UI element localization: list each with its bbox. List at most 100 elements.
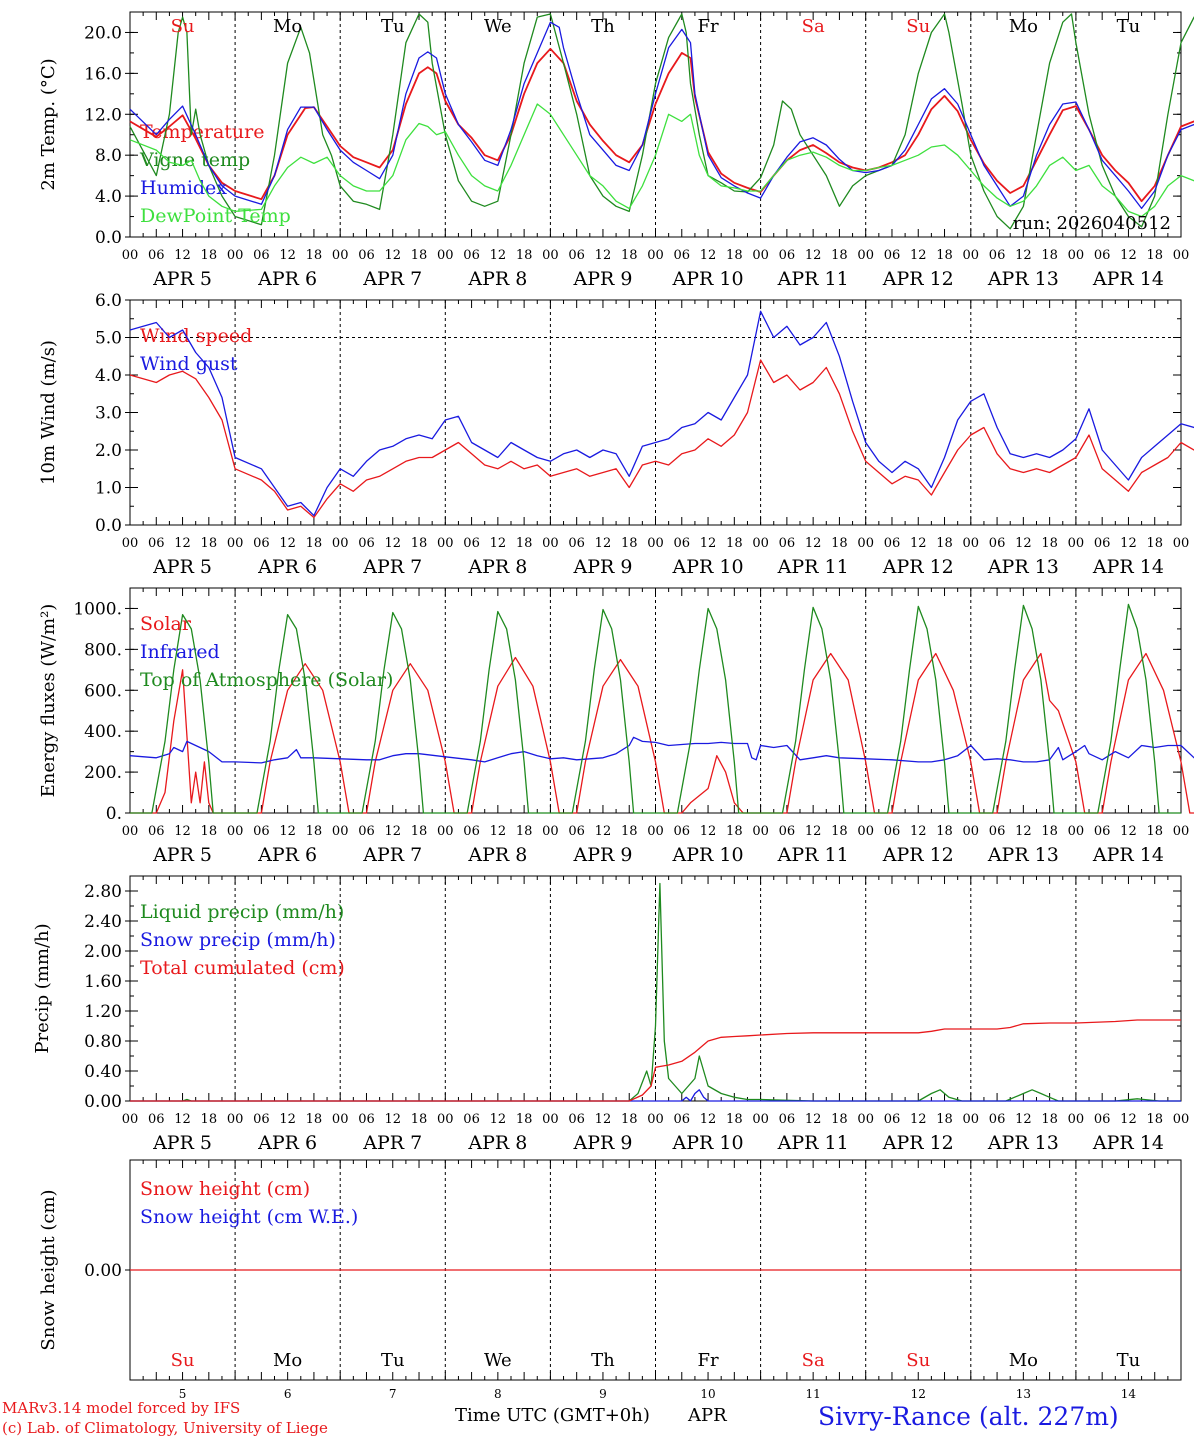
y-tick-label: 4.0 (95, 187, 122, 207)
weekday-label: We (484, 16, 512, 37)
legend-entry: Snow height (cm W.E.) (140, 1206, 358, 1228)
day-number-label: 10 (700, 1387, 715, 1401)
x-hour-label: 12 (910, 824, 927, 839)
x-date-label: APR 9 (572, 1132, 632, 1154)
footer-lab: (c) Lab. of Climatology, University of L… (2, 1419, 328, 1437)
y-tick-label: 1000. (73, 599, 122, 619)
x-hour-label: 00 (857, 248, 874, 263)
x-date-label: APR 5 (152, 268, 212, 290)
x-hour-label: 00 (1173, 536, 1190, 551)
x-hour-label: 18 (726, 824, 743, 839)
x-hour-label: 00 (1068, 1112, 1085, 1127)
x-hour-label: 00 (542, 248, 559, 263)
x-hour-label: 12 (805, 248, 822, 263)
x-hour-label: 06 (148, 536, 165, 551)
weekday-label: Tu (381, 1350, 405, 1371)
x-hour-label: 00 (437, 536, 454, 551)
x-hour-label: 12 (384, 248, 401, 263)
x-hour-label: 18 (726, 248, 743, 263)
x-hour-label: 12 (595, 536, 612, 551)
xaxis-month: APR (688, 1405, 727, 1426)
x-hour-label: 18 (726, 536, 743, 551)
x-hour-label: 12 (1015, 824, 1032, 839)
series-line-temperature (129, 47, 1194, 203)
x-date-label: APR 11 (777, 268, 849, 290)
x-date-label: APR 5 (152, 844, 212, 866)
x-hour-label: 12 (910, 248, 927, 263)
weekday-label: Th (591, 1350, 615, 1371)
weekday-label: Fr (698, 1350, 719, 1371)
x-hour-label: 18 (306, 1112, 323, 1127)
series-line-solar (130, 652, 1194, 814)
x-hour-label: 18 (516, 1112, 533, 1127)
x-hour-label: 18 (621, 536, 638, 551)
x-hour-label: 12 (490, 536, 507, 551)
x-hour-label: 00 (1068, 824, 1085, 839)
y-tick-label: 800. (84, 640, 122, 660)
x-hour-label: 18 (306, 536, 323, 551)
x-date-label: APR 5 (152, 1132, 212, 1154)
x-hour-label: 12 (700, 1112, 717, 1127)
x-date-label: APR 6 (257, 556, 317, 578)
y-tick-label: 20.0 (84, 23, 122, 43)
x-hour-label: 06 (463, 1112, 480, 1127)
x-hour-label: 00 (1068, 248, 1085, 263)
day-number-label: 14 (1121, 1387, 1137, 1401)
x-hour-label: 12 (384, 824, 401, 839)
legend-entry: Solar (140, 613, 192, 635)
x-hour-label: 18 (621, 1112, 638, 1127)
x-hour-label: 06 (884, 536, 901, 551)
y-tick-label: 400. (84, 722, 122, 742)
day-number-label: 8 (494, 1387, 502, 1401)
series-line-dewpoint-temp (129, 103, 1194, 218)
x-hour-label: 00 (542, 1112, 559, 1127)
x-hour-label: 06 (253, 536, 270, 551)
weekday-label: Tu (381, 16, 405, 37)
x-hour-label: 00 (963, 536, 980, 551)
x-hour-label: 12 (1015, 1112, 1032, 1127)
x-hour-label: 00 (1068, 536, 1085, 551)
weekday-label: Mo (273, 1350, 302, 1371)
x-hour-label: 06 (568, 1112, 585, 1127)
x-hour-label: 00 (1173, 1112, 1190, 1127)
day-number-label: 9 (599, 1387, 607, 1401)
x-date-label: APR 12 (882, 268, 954, 290)
x-hour-label: 18 (516, 536, 533, 551)
y-tick-label: 5.0 (95, 329, 122, 349)
x-hour-label: 06 (463, 536, 480, 551)
y-tick-label: 1.60 (84, 972, 122, 992)
x-hour-label: 06 (779, 248, 796, 263)
x-hour-label: 18 (201, 824, 218, 839)
x-hour-label: 12 (1015, 248, 1032, 263)
x-date-label: APR 13 (987, 844, 1059, 866)
x-hour-label: 18 (936, 824, 953, 839)
x-hour-label: 00 (752, 248, 769, 263)
x-hour-label: 06 (989, 824, 1006, 839)
x-hour-label: 12 (805, 824, 822, 839)
x-date-label: APR 9 (572, 844, 632, 866)
legend-entry: Wind speed (140, 325, 252, 347)
x-hour-label: 12 (384, 536, 401, 551)
x-hour-label: 06 (358, 248, 375, 263)
x-date-label: APR 14 (1092, 844, 1164, 866)
x-date-label: APR 13 (987, 556, 1059, 578)
x-date-label: APR 10 (672, 1132, 744, 1154)
x-hour-label: 12 (490, 1112, 507, 1127)
x-hour-label: 12 (279, 536, 296, 551)
series-line-infrared (129, 736, 1194, 764)
x-hour-label: 18 (936, 536, 953, 551)
x-hour-label: 00 (437, 824, 454, 839)
y-axis-label: 2m Temp. (°C) (38, 58, 59, 190)
y-tick-label: 3.0 (95, 404, 122, 424)
weekday-label: Sa (802, 16, 825, 37)
x-hour-label: 06 (253, 1112, 270, 1127)
y-tick-label: 0.0 (95, 516, 122, 536)
x-date-label: APR 10 (672, 844, 744, 866)
x-hour-label: 00 (437, 1112, 454, 1127)
xaxis-title: Time UTC (GMT+0h) (455, 1405, 650, 1426)
x-hour-label: 06 (358, 1112, 375, 1127)
y-tick-label: 0.00 (84, 1092, 122, 1112)
x-hour-label: 12 (279, 824, 296, 839)
x-hour-label: 06 (148, 824, 165, 839)
